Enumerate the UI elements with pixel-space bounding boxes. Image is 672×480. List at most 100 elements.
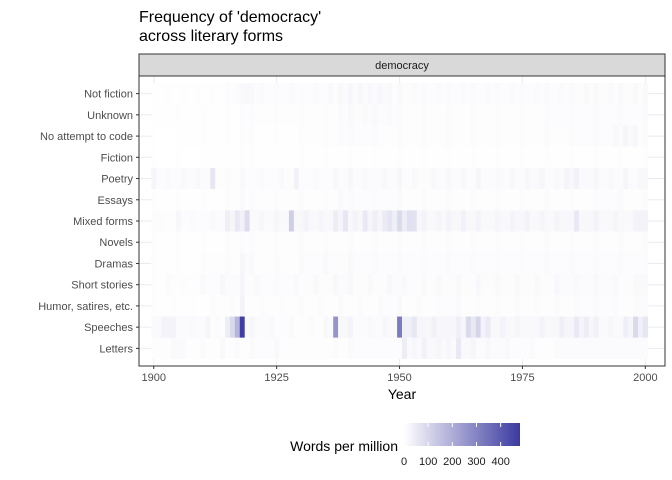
heatmap-cell xyxy=(382,104,388,126)
heatmap-cell xyxy=(519,316,526,338)
heatmap-cell xyxy=(303,125,309,147)
heatmap-cell xyxy=(416,125,422,147)
heatmap-cell xyxy=(220,252,226,275)
heatmap-cell xyxy=(225,316,231,338)
heatmap-cell xyxy=(264,252,270,275)
heatmap-cell xyxy=(225,125,231,147)
heatmap-cell xyxy=(510,316,516,338)
heatmap-cell xyxy=(352,231,359,253)
heatmap-cell xyxy=(485,210,491,232)
heatmap-cell xyxy=(190,295,196,317)
heatmap-cell xyxy=(205,231,211,253)
heatmap-cell xyxy=(608,252,614,275)
heatmap-cell xyxy=(485,104,491,126)
heatmap-cell xyxy=(372,252,378,275)
heatmap-cell xyxy=(534,146,540,168)
heatmap-cell xyxy=(279,167,285,190)
heatmap-cell xyxy=(387,337,393,359)
heatmap-cell xyxy=(259,295,265,317)
heatmap-cell xyxy=(569,252,575,275)
heatmap-cell xyxy=(637,274,644,296)
heatmap-cell xyxy=(377,210,383,232)
heatmap-cell xyxy=(539,274,545,296)
heatmap-cell xyxy=(298,274,304,296)
heatmap-cell xyxy=(274,231,280,253)
heatmap-cell xyxy=(524,167,531,190)
heatmap-cell xyxy=(298,189,304,211)
heatmap-cell xyxy=(583,125,590,147)
heatmap-cell xyxy=(313,252,319,275)
heatmap-cell xyxy=(284,295,290,317)
heatmap-cell xyxy=(343,146,349,168)
heatmap-cell xyxy=(480,167,486,190)
heatmap-cell xyxy=(215,231,221,253)
heatmap-cell xyxy=(397,210,403,232)
heatmap-cell xyxy=(225,337,231,359)
heatmap-cell xyxy=(234,231,241,253)
heatmap-cell xyxy=(308,210,314,232)
heatmap-cell xyxy=(333,167,339,190)
heatmap-cell xyxy=(519,210,526,232)
heatmap-cell xyxy=(426,167,432,190)
heatmap-cell xyxy=(402,104,408,126)
heatmap-cell xyxy=(225,231,231,253)
heatmap-cell xyxy=(200,189,206,211)
heatmap-cell xyxy=(215,189,221,211)
heatmap-cell xyxy=(519,189,526,211)
heatmap-cell xyxy=(598,316,604,338)
heatmap-cell xyxy=(549,125,555,147)
heatmap-cell xyxy=(352,83,359,105)
heatmap-cell xyxy=(225,210,231,232)
heatmap-cell xyxy=(460,337,467,359)
heatmap-cell xyxy=(578,337,585,359)
heatmap-cell xyxy=(288,125,295,147)
heatmap-cell xyxy=(406,231,413,253)
heatmap-cell xyxy=(392,125,398,147)
heatmap-cell xyxy=(357,189,363,211)
heatmap-cell xyxy=(254,125,260,147)
heatmap-cell xyxy=(156,316,162,338)
heatmap-cell xyxy=(298,104,304,126)
heatmap-cell xyxy=(446,189,452,211)
heatmap-cell xyxy=(613,104,619,126)
heatmap-cell xyxy=(515,337,521,359)
heatmap-cell xyxy=(225,167,231,190)
heatmap-cell xyxy=(475,252,481,275)
heatmap-cell xyxy=(264,146,270,168)
heatmap-cell xyxy=(328,167,334,190)
heatmap-cell xyxy=(637,295,644,317)
heatmap-cell xyxy=(367,252,373,275)
heatmap-cell xyxy=(269,189,275,211)
heatmap-cell xyxy=(367,210,373,232)
heatmap-cell xyxy=(623,274,629,296)
heatmap-cell xyxy=(411,189,418,211)
heatmap-cell xyxy=(495,189,501,211)
heatmap-cell xyxy=(406,252,413,275)
heatmap-cell xyxy=(293,189,300,211)
heatmap-cell xyxy=(195,83,201,105)
heatmap-cell xyxy=(185,316,191,338)
heatmap-cell xyxy=(456,231,462,253)
heatmap-cell xyxy=(323,104,329,126)
heatmap-cell xyxy=(603,104,609,126)
heatmap-cell xyxy=(465,146,472,168)
heatmap-cell xyxy=(234,146,241,168)
heatmap-cell xyxy=(495,337,501,359)
heatmap-cell xyxy=(603,295,609,317)
heatmap-cell xyxy=(313,231,319,253)
heatmap-cell xyxy=(480,316,486,338)
heatmap-cell xyxy=(411,316,418,338)
heatmap-cell xyxy=(524,83,531,105)
heatmap-cell xyxy=(460,83,467,105)
heatmap-cell xyxy=(446,231,452,253)
heatmap-cell xyxy=(495,167,501,190)
heatmap-cell xyxy=(451,210,457,232)
heatmap-cell xyxy=(451,252,457,275)
heatmap-cell xyxy=(613,210,619,232)
heatmap-cell xyxy=(500,210,506,232)
heatmap-cell xyxy=(451,337,457,359)
heatmap-cell xyxy=(284,125,290,147)
heatmap-cell xyxy=(175,231,182,253)
heatmap-cell xyxy=(549,337,555,359)
heatmap-cell xyxy=(554,125,560,147)
